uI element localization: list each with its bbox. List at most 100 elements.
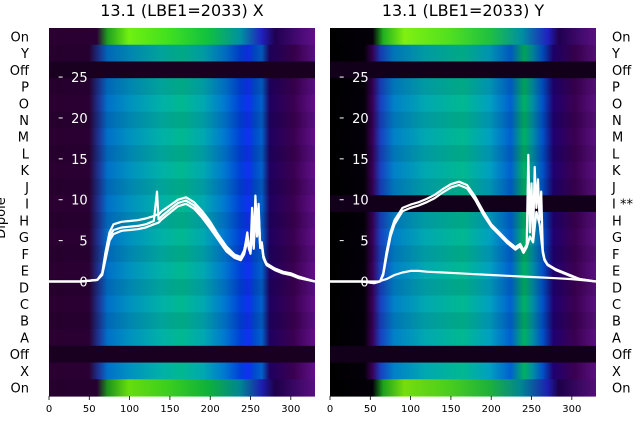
row-label: Y xyxy=(611,47,620,62)
y-tick-label: 10 xyxy=(71,194,88,209)
y-tick-label: 0 xyxy=(79,276,87,291)
heatmap-row xyxy=(330,28,596,46)
row-label: P xyxy=(612,81,620,96)
heatmap-row xyxy=(49,228,315,247)
row-label: X xyxy=(20,365,29,380)
heatmap-row xyxy=(49,212,315,230)
row-shade xyxy=(49,379,315,396)
y-tick-label: 25 xyxy=(71,71,88,86)
y-tick-label: 15 xyxy=(71,153,88,168)
heatmap-row xyxy=(49,161,315,180)
heatmap-row xyxy=(330,61,596,79)
row-shade xyxy=(330,44,596,62)
panel-y: 13.1 (LBE1=2033) Y 0 50 100 150 200 250 300 0 5… xyxy=(327,1,634,415)
y-tick-label: 10 xyxy=(352,194,369,209)
row-label: A xyxy=(612,331,621,346)
y-tick-label: 0 xyxy=(360,276,368,291)
row-label: C xyxy=(20,298,29,313)
row-label: O xyxy=(612,97,622,112)
row-shade xyxy=(49,278,315,296)
heatmap-row xyxy=(49,44,315,63)
y-tick-label: 20 xyxy=(71,112,88,127)
heatmap-row xyxy=(49,61,315,79)
row-label: N xyxy=(19,114,29,129)
heatmap-row xyxy=(330,78,596,96)
trace-lines xyxy=(330,153,596,285)
row-label: K xyxy=(20,164,29,179)
trace-line xyxy=(330,183,596,285)
row-label: G xyxy=(612,231,622,246)
row-label: I xyxy=(25,198,29,213)
heatmap-rows xyxy=(330,28,596,397)
row-label: Off xyxy=(612,64,632,79)
row-label: Off xyxy=(10,64,30,79)
heatmap-row xyxy=(49,178,315,196)
heatmap-row xyxy=(330,245,596,263)
row-shade xyxy=(49,178,315,196)
row-shade xyxy=(330,111,596,129)
x-ticks: 0 50 100 150 200 250 300 xyxy=(46,396,300,415)
heatmap-row xyxy=(49,111,315,129)
x-tick-label: 200 xyxy=(201,404,220,415)
heatmap-row xyxy=(330,195,596,213)
heatmap-row xyxy=(330,161,596,180)
y-tick-label: 5 xyxy=(79,235,87,250)
x-tick-label: 300 xyxy=(281,404,300,415)
heatmap-row xyxy=(49,278,315,297)
heatmap-row xyxy=(49,379,315,397)
y-tick-label: 25 xyxy=(352,71,369,86)
row-label: E xyxy=(612,265,620,280)
row-label: On xyxy=(11,30,29,45)
row-shade xyxy=(49,111,315,129)
heatmap-row xyxy=(330,94,596,113)
row-label: G xyxy=(19,231,29,246)
row-shade xyxy=(330,212,596,229)
x-tick-label: 100 xyxy=(401,404,420,415)
heatmap-row xyxy=(330,345,596,364)
x-tick-label: 150 xyxy=(160,404,179,415)
heatmap-row xyxy=(330,228,596,247)
y-ticks: 0 5 10 15 20 25 xyxy=(58,71,88,291)
row-label: D xyxy=(19,281,29,296)
heatmap-row xyxy=(330,295,596,313)
row-label: L xyxy=(612,147,620,162)
heatmap-row xyxy=(49,295,315,313)
heatmap-row xyxy=(49,329,315,347)
row-label: C xyxy=(612,298,621,313)
row-label: B xyxy=(20,315,29,330)
heatmap-row xyxy=(49,262,315,280)
row-label: F xyxy=(22,248,29,263)
heatmap-row xyxy=(49,78,315,96)
x-tick-label: 150 xyxy=(441,404,460,415)
heatmap-row xyxy=(330,44,596,63)
chart-title-y: 13.1 (LBE1=2033) Y xyxy=(382,1,545,20)
row-label: M xyxy=(612,131,623,146)
x-tick-label: 50 xyxy=(364,404,377,415)
heatmap-row xyxy=(49,145,315,163)
row-shade xyxy=(49,212,315,229)
row-shade xyxy=(330,278,596,296)
row-label: X xyxy=(612,365,621,380)
row-shade xyxy=(330,245,596,263)
heatmap-row xyxy=(330,362,596,380)
heatmap-row xyxy=(49,28,315,46)
x-tick-label: 0 xyxy=(46,404,52,415)
row-label: K xyxy=(612,164,621,179)
heatmap-row xyxy=(330,145,596,163)
y-tick-label: 15 xyxy=(352,153,369,168)
x-tick-label: 100 xyxy=(120,404,139,415)
row-label: F xyxy=(612,248,619,263)
row-label: Off xyxy=(612,348,632,363)
row-label: On xyxy=(612,30,630,45)
heatmap-row xyxy=(49,312,315,330)
row-shade xyxy=(49,245,315,263)
heatmap-row xyxy=(49,345,315,364)
row-label: Y xyxy=(20,47,29,62)
trace-line xyxy=(49,202,315,283)
row-shade xyxy=(330,145,596,162)
x-tick-label: 50 xyxy=(83,404,96,415)
row-label: Off xyxy=(10,348,30,363)
